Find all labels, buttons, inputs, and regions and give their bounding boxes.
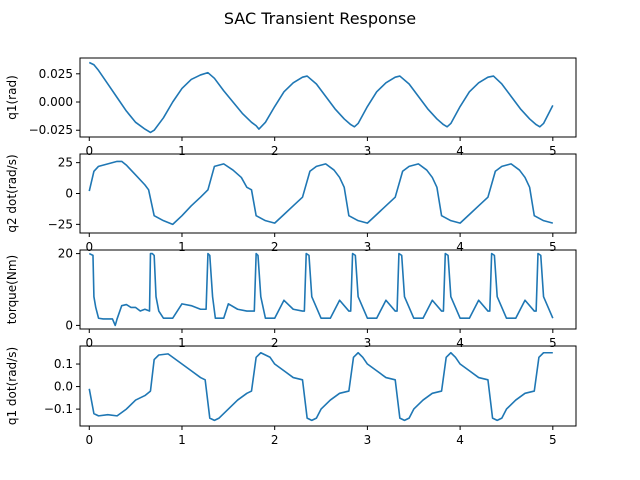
- y-tick-label: 0: [65, 318, 73, 332]
- x-tick-label: 0: [85, 336, 93, 350]
- x-tick-label: 1: [178, 336, 186, 350]
- x-tick-label: 5: [549, 433, 557, 447]
- x-tick-label: 2: [271, 144, 279, 158]
- subplot-1: 0 1 2 3 4 5 0.025 0.000 −0.025 q1(rad): [5, 57, 577, 158]
- x-tick-label: 2: [271, 336, 279, 350]
- axes-frame: [79, 345, 577, 427]
- x-tick-label: 4: [456, 336, 464, 350]
- y-axis-label: q1 dot(rad/s): [5, 347, 19, 425]
- subplot-4: 0 1 2 3 4 5 0.1 0.0 −0.1 q1 dot(rad/s): [5, 345, 577, 447]
- y-tick-label: −0.025: [29, 123, 73, 137]
- axes-frame: [79, 249, 577, 330]
- x-tick-label: 4: [456, 433, 464, 447]
- x-tick-label: 1: [178, 433, 186, 447]
- y-tick-label: 0.1: [54, 357, 73, 371]
- axes-frame: [79, 57, 577, 138]
- subplot-2: 0 1 2 3 4 5 25 0 −25 q2 dot(rad/s): [5, 153, 577, 254]
- x-tick-label: 4: [456, 240, 464, 254]
- x-tick-label: 4: [456, 144, 464, 158]
- y-axis-label: torque(Nm): [5, 255, 19, 324]
- x-tick-label: 1: [178, 144, 186, 158]
- y-axis-label: q1(rad): [5, 75, 19, 120]
- x-tick-label: 0: [85, 240, 93, 254]
- y-tick-label: 0.000: [39, 95, 73, 109]
- y-axis-label: q2 dot(rad/s): [5, 154, 19, 232]
- x-tick-label: 0: [85, 144, 93, 158]
- x-tick-label: 0: [85, 433, 93, 447]
- series-line-2-1: [88, 160, 554, 226]
- x-tick-label: 5: [549, 336, 557, 350]
- y-tick-label: 20: [58, 247, 73, 261]
- y-tick-label: −0.1: [44, 402, 73, 416]
- y-tick-label: 0.0: [54, 380, 73, 394]
- y-tick-label: 25: [58, 156, 73, 170]
- x-tick-label: 3: [364, 336, 372, 350]
- figure-title: SAC Transient Response: [224, 9, 416, 28]
- y-tick-label: 0: [65, 187, 73, 201]
- x-tick-label: 3: [364, 240, 372, 254]
- series-line-3-1: [88, 252, 554, 327]
- x-tick-label: 3: [364, 433, 372, 447]
- x-tick-label: 2: [271, 433, 279, 447]
- y-tick-label: 0.025: [39, 67, 73, 81]
- x-tick-label: 5: [549, 240, 557, 254]
- series-line-1-1: [88, 61, 554, 134]
- x-tick-label: 5: [549, 144, 557, 158]
- y-tick-label: −25: [48, 217, 73, 231]
- series-line-4-1: [88, 351, 553, 422]
- x-tick-label: 1: [178, 240, 186, 254]
- x-tick-label: 3: [364, 144, 372, 158]
- subplot-3: 0 1 2 3 4 5 20 0 torque(Nm): [5, 247, 577, 350]
- x-tick-label: 2: [271, 240, 279, 254]
